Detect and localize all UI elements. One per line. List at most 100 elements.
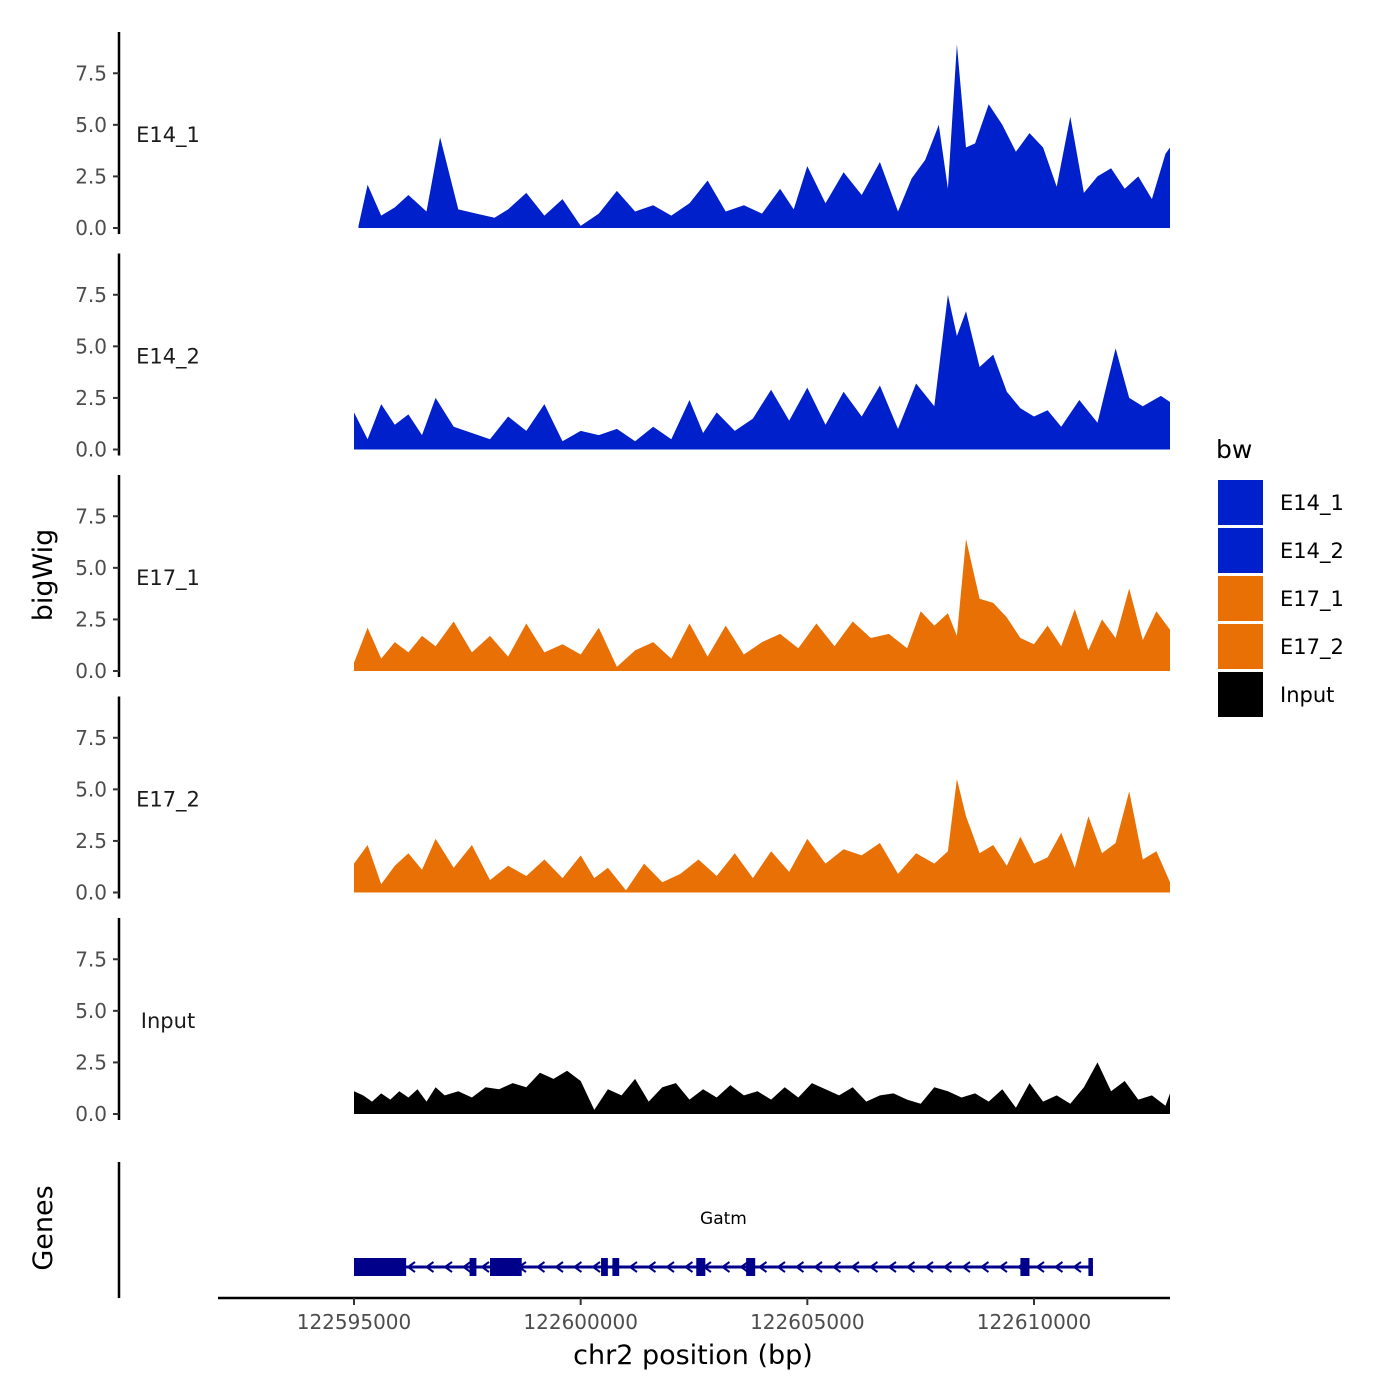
strand-arrow	[1053, 1261, 1064, 1273]
legend-key-E17_1	[1218, 576, 1263, 621]
y-tick-label: 5.0	[75, 999, 107, 1023]
track-panels: 0.0 2.5 5.0 7.5 E14_1 0.0 2.5 5.0 7.5 E14_2 0.0 2.5…	[75, 32, 1170, 1126]
y-tick-label: 2.5	[75, 607, 107, 631]
x-axis: 122595000 122600000 122605000 122610000	[218, 1296, 1170, 1334]
strand-arrow	[720, 1261, 731, 1273]
strand-arrow	[443, 1261, 453, 1273]
y-tick-label: 2.5	[75, 829, 107, 853]
y-axis-title: bigWig	[28, 529, 59, 622]
x-tick-label: 122610000	[977, 1310, 1092, 1334]
panel-label: Input	[141, 1009, 195, 1033]
strand-arrow	[924, 1261, 934, 1273]
strand-arrow	[572, 1261, 583, 1273]
strand-arrow	[887, 1261, 897, 1273]
strand-arrow	[1035, 1261, 1045, 1273]
gene-exon	[1088, 1258, 1093, 1276]
panel-E17_1: 0.0 2.5 5.0 7.5 E17_1	[75, 475, 1170, 683]
strand-arrow	[776, 1261, 786, 1273]
strand-arrow	[424, 1261, 435, 1273]
y-tick-label: 7.5	[75, 947, 107, 971]
legend: bw E14_1 E14_2 E17_1 E17_2 Input	[1216, 435, 1344, 717]
strand-arrow	[406, 1261, 416, 1273]
legend-key-E17_2	[1218, 624, 1263, 669]
strand-arrow	[628, 1261, 638, 1273]
legend-key-E14_2	[1218, 528, 1263, 573]
strand-arrow	[480, 1261, 490, 1273]
panel-E17_2: 0.0 2.5 5.0 7.5 E17_2	[75, 696, 1170, 905]
x-axis-title: chr2 position (bp)	[573, 1340, 813, 1371]
panel-label: E14_1	[136, 123, 200, 148]
legend-label: E14_2	[1280, 539, 1344, 564]
strand-arrow	[665, 1261, 675, 1273]
panel-label: E17_1	[136, 566, 200, 591]
gene-exon	[490, 1258, 522, 1276]
gene-exon	[354, 1258, 407, 1276]
gene-exon	[469, 1258, 477, 1276]
x-tick-label: 122595000	[297, 1310, 412, 1334]
gene-exon	[601, 1258, 608, 1276]
y-tick-label: 2.5	[75, 164, 107, 188]
panel-label: E17_2	[136, 788, 200, 813]
legend-label: E14_1	[1280, 491, 1344, 516]
y-tick-label: 2.5	[75, 1050, 107, 1074]
x-tick-label: 122605000	[750, 1310, 865, 1334]
panel-Input: 0.0 2.5 5.0 7.5 Input	[75, 918, 1170, 1126]
strand-arrow	[794, 1261, 805, 1273]
strand-arrow	[757, 1261, 768, 1273]
y-tick-label: 5.0	[75, 334, 107, 358]
legend-key-E14_1	[1218, 480, 1263, 525]
y-tick-label: 0.0	[75, 216, 107, 240]
strand-arrow	[554, 1261, 564, 1273]
strand-arrow	[905, 1261, 916, 1273]
y-tick-label: 5.0	[75, 556, 107, 580]
y-tick-label: 5.0	[75, 777, 107, 801]
genes-track: Gatm	[117, 1162, 1093, 1298]
y-tick-label: 5.0	[75, 113, 107, 137]
gene-exon	[696, 1258, 706, 1276]
legend-label: Input	[1280, 683, 1334, 707]
strand-arrow	[961, 1261, 971, 1273]
strand-arrow	[850, 1261, 860, 1273]
gene-exon	[612, 1258, 620, 1276]
strand-arrow	[998, 1261, 1008, 1273]
panel-label: E14_2	[136, 345, 200, 370]
area-Input	[354, 1062, 1170, 1114]
area-E17_2	[354, 779, 1170, 893]
gene-label: Gatm	[700, 1209, 747, 1229]
area-E14_1	[358, 44, 1170, 229]
strand-arrow	[1072, 1261, 1082, 1273]
y-tick-label: 0.0	[75, 881, 107, 905]
strand-arrow	[646, 1261, 657, 1273]
area-E17_1	[354, 539, 1170, 671]
legend-title: bw	[1216, 435, 1252, 464]
strand-arrow	[591, 1261, 601, 1273]
y-tick-label: 0.0	[75, 1102, 107, 1126]
strand-arrow	[979, 1261, 990, 1273]
strand-arrow	[535, 1261, 546, 1273]
legend-label: E17_1	[1280, 587, 1344, 612]
y-tick-label: 7.5	[75, 726, 107, 750]
gene-exon	[746, 1258, 756, 1276]
strand-arrow	[942, 1261, 953, 1273]
genes-axis-title: Genes	[28, 1185, 59, 1270]
y-tick-label: 0.0	[75, 659, 107, 683]
y-tick-label: 7.5	[75, 283, 107, 307]
area-E14_2	[354, 294, 1170, 450]
y-tick-label: 0.0	[75, 438, 107, 462]
panel-E14_2: 0.0 2.5 5.0 7.5 E14_2	[75, 253, 1170, 462]
strand-arrow	[831, 1261, 842, 1273]
strand-arrow	[813, 1261, 823, 1273]
strand-arrow	[739, 1261, 749, 1273]
y-tick-label: 7.5	[75, 504, 107, 528]
strand-arrow	[461, 1261, 472, 1273]
y-tick-label: 7.5	[75, 61, 107, 85]
x-tick-label: 122600000	[523, 1310, 638, 1334]
strand-arrow	[868, 1261, 879, 1273]
gene-exon	[1020, 1258, 1030, 1276]
legend-label: E17_2	[1280, 635, 1344, 660]
y-tick-label: 2.5	[75, 386, 107, 410]
panel-E14_1: 0.0 2.5 5.0 7.5 E14_1	[75, 32, 1170, 240]
strand-arrow	[683, 1261, 694, 1273]
legend-key-Input	[1218, 672, 1263, 717]
